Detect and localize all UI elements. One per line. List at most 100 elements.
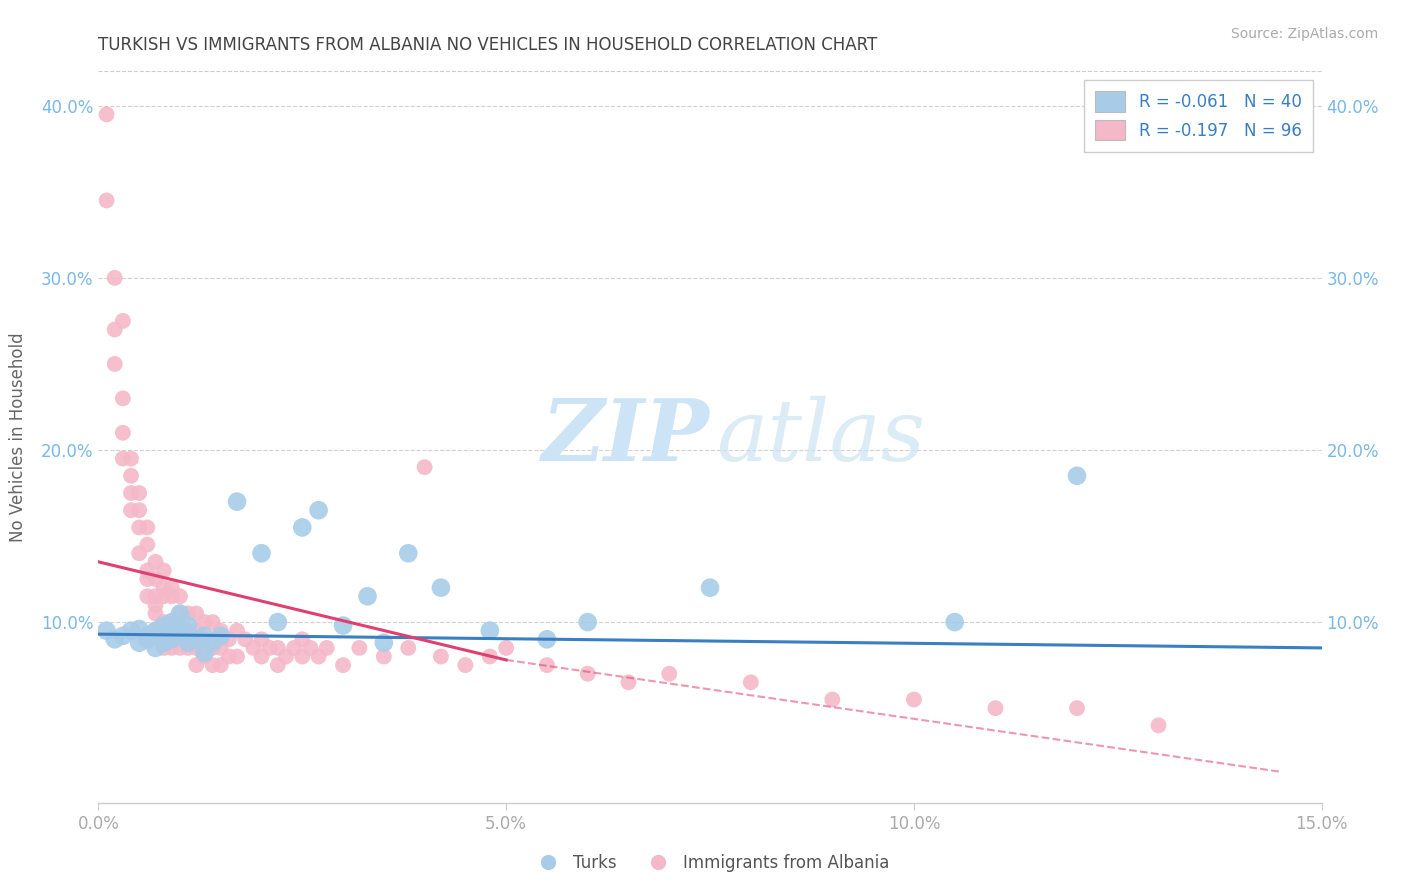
Point [274, 649, 297, 664]
Point [1066, 701, 1088, 715]
Point [169, 624, 191, 638]
Point [186, 658, 208, 673]
Point [617, 675, 640, 690]
Point [193, 629, 215, 643]
Point [152, 581, 174, 595]
Point [169, 607, 191, 621]
Point [96, 107, 118, 121]
Point [250, 632, 273, 647]
Point [699, 581, 721, 595]
Point [160, 615, 183, 629]
Text: atlas: atlas [716, 396, 925, 478]
Point [193, 632, 215, 647]
Point [740, 675, 762, 690]
Point [169, 607, 191, 621]
Point [160, 615, 183, 629]
Point [152, 618, 174, 632]
Point [177, 618, 200, 632]
Text: ZIP: ZIP [543, 395, 710, 479]
Point [128, 503, 150, 517]
Point [136, 564, 159, 578]
Point [291, 649, 314, 664]
Point [413, 460, 436, 475]
Point [186, 632, 208, 647]
Point [478, 649, 501, 664]
Point [242, 640, 264, 655]
Point [193, 615, 215, 629]
Point [145, 624, 167, 638]
Point [186, 607, 208, 621]
Point [177, 636, 200, 650]
Point [177, 607, 200, 621]
Point [201, 615, 224, 629]
Point [349, 640, 371, 655]
Point [177, 624, 200, 638]
Point [111, 425, 134, 440]
Point [120, 468, 142, 483]
Point [201, 640, 224, 655]
Point [454, 658, 477, 673]
Point [96, 624, 118, 638]
Point [136, 632, 159, 647]
Point [576, 615, 599, 629]
Point [152, 636, 174, 650]
Point [291, 520, 314, 534]
Point [332, 618, 354, 632]
Point [145, 555, 167, 569]
Point [186, 624, 208, 638]
Point [267, 640, 290, 655]
Point [120, 451, 142, 466]
Legend: Turks, Immigrants from Albania: Turks, Immigrants from Albania [524, 847, 896, 879]
Point [291, 632, 314, 647]
Point [169, 640, 191, 655]
Text: Source: ZipAtlas.com: Source: ZipAtlas.com [1230, 27, 1378, 41]
Point [145, 624, 167, 638]
Point [201, 636, 224, 650]
Point [430, 649, 453, 664]
Point [943, 615, 966, 629]
Point [218, 649, 240, 664]
Point [160, 581, 183, 595]
Point [396, 546, 419, 560]
Point [136, 629, 159, 643]
Point [209, 629, 232, 643]
Point [128, 486, 150, 500]
Point [128, 546, 150, 560]
Point [169, 589, 191, 603]
Point [120, 624, 142, 638]
Point [226, 494, 249, 508]
Point [226, 649, 249, 664]
Point [478, 624, 501, 638]
Point [226, 624, 249, 638]
Point [120, 486, 142, 500]
Point [218, 632, 240, 647]
Point [128, 622, 150, 636]
Point [111, 314, 134, 328]
Point [536, 632, 558, 647]
Point [315, 640, 337, 655]
Point [104, 271, 127, 285]
Point [495, 640, 517, 655]
Point [984, 701, 1007, 715]
Point [536, 658, 558, 673]
Point [136, 538, 159, 552]
Point [169, 622, 191, 636]
Point [283, 640, 305, 655]
Point [160, 589, 183, 603]
Point [299, 640, 322, 655]
Point [396, 640, 419, 655]
Point [136, 520, 159, 534]
Point [152, 632, 174, 647]
Point [104, 632, 127, 647]
Point [145, 572, 167, 586]
Point [152, 589, 174, 603]
Point [169, 629, 191, 643]
Point [209, 624, 232, 638]
Point [136, 589, 159, 603]
Point [250, 649, 273, 664]
Point [145, 607, 167, 621]
Point [186, 640, 208, 655]
Point [104, 357, 127, 371]
Point [152, 615, 174, 629]
Point [250, 546, 273, 560]
